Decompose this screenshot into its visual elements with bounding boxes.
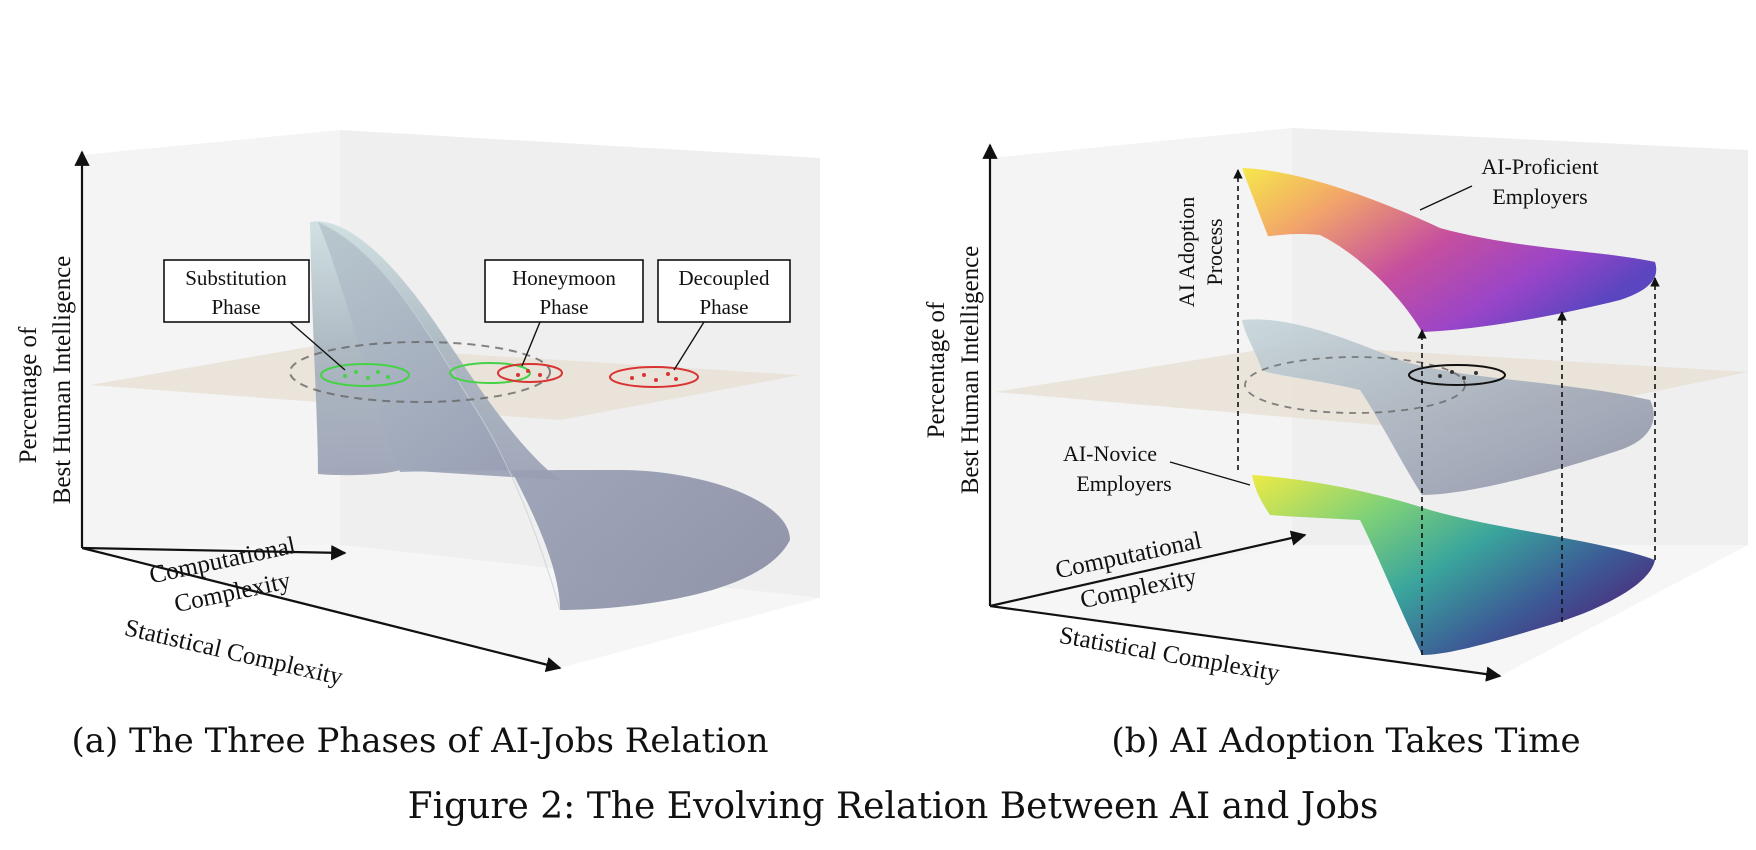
honeymoon-callout: Honeymoon Phase — [484, 259, 644, 367]
novice-leader — [1169, 461, 1251, 486]
substitution-cluster-ellipse — [320, 363, 410, 387]
substitution-callout-line1: Substitution — [185, 266, 287, 290]
floor-plane — [82, 545, 820, 668]
panel-b-caption: (b) AI Adoption Takes Time — [1111, 721, 1580, 761]
honeymoon-leader — [521, 321, 541, 367]
panel-a-caption: (a) The Three Phases of AI-Jobs Relation — [71, 721, 768, 761]
adoption-label-line1: AI Adoption — [1174, 197, 1199, 308]
x-axis-back-a — [81, 545, 347, 561]
novice-label-line1: AI-Novice — [1063, 441, 1157, 466]
panel-b: Percentage of Best Human Intelligence Co… — [923, 128, 1748, 761]
substitution-callout-box — [163, 259, 310, 323]
honeymoon-callout-line2: Phase — [540, 295, 589, 319]
surface-sheet — [318, 222, 790, 610]
honeymoon-callout-box — [484, 259, 644, 323]
decoupled-leader — [673, 321, 705, 371]
honeymoon-cluster-ellipse — [497, 363, 563, 383]
back-wall-left-b — [990, 128, 1292, 606]
intersection-dashed-ellipse — [289, 341, 551, 403]
y-axis-label-b-line2: Best Human Intelligence — [957, 246, 984, 495]
decoupled-callout-line1: Decoupled — [679, 266, 770, 290]
y-axis-label-a-line2: Best Human Intelligence — [49, 256, 76, 505]
proficient-label-line1: AI-Proficient — [1481, 154, 1598, 179]
substitution-callout: Substitution Phase — [163, 259, 346, 371]
green-transition-ellipse — [449, 362, 531, 384]
decoupled-callout-box — [657, 259, 791, 323]
adoption-label-line2: Process — [1202, 218, 1227, 285]
x-axis-front-label-a: Statistical Complexity — [122, 614, 346, 691]
proficient-label-line2: Employers — [1492, 184, 1587, 209]
back-wall-left — [82, 130, 340, 548]
substitution-cluster-dots — [343, 370, 390, 380]
proficient-leader — [1419, 185, 1473, 211]
decoupled-cluster-ellipse — [609, 366, 699, 388]
middle-cluster-ellipse — [1408, 364, 1506, 386]
substitution-callout-line2: Phase — [212, 295, 261, 319]
proficient-surface — [1242, 168, 1657, 332]
novice-label-line2: Employers — [1076, 471, 1171, 496]
figure-caption: Figure 2: The Evolving Relation Between … — [408, 786, 1379, 827]
decoupled-callout: Decoupled Phase — [657, 259, 791, 371]
honeymoon-cluster-dots — [516, 369, 542, 377]
y-axis-label-a-line1: Percentage of — [15, 326, 42, 463]
novice-surface — [1252, 475, 1655, 655]
decoupled-callout-line2: Phase — [700, 295, 749, 319]
substitution-leader — [289, 321, 346, 371]
x-axis-back-b — [989, 530, 1307, 608]
x-axis-front-a — [81, 546, 562, 673]
decoupled-cluster-dots — [630, 372, 678, 382]
honeymoon-callout-line1: Honeymoon — [512, 266, 616, 290]
x-axis-front-b — [989, 604, 1502, 682]
middle-cluster-dots — [1438, 370, 1478, 380]
middle-gray-surface — [1242, 319, 1654, 495]
y-axis-label-b-line1: Percentage of — [923, 301, 950, 438]
panel-a: Percentage of Best Human Intelligence Co… — [15, 130, 820, 761]
